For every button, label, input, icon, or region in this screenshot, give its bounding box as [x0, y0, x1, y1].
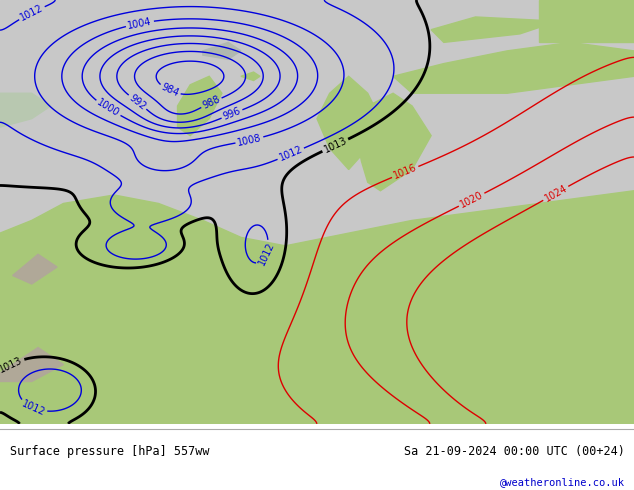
Text: 992: 992 [127, 92, 148, 112]
Polygon shape [0, 191, 634, 424]
Polygon shape [393, 43, 634, 93]
Polygon shape [203, 43, 241, 59]
Polygon shape [539, 0, 634, 43]
Polygon shape [0, 93, 51, 127]
Text: Sa 21-09-2024 00:00 UTC (00+24): Sa 21-09-2024 00:00 UTC (00+24) [404, 445, 624, 458]
Text: 1012: 1012 [20, 398, 47, 417]
Polygon shape [241, 72, 260, 80]
Text: 1024: 1024 [543, 183, 569, 204]
Polygon shape [178, 76, 222, 136]
Text: @weatheronline.co.uk: @weatheronline.co.uk [500, 477, 624, 487]
Text: 1013: 1013 [0, 355, 24, 374]
Text: Surface pressure [hPa] 557ww: Surface pressure [hPa] 557ww [10, 445, 209, 458]
Text: 1012: 1012 [256, 241, 276, 267]
Polygon shape [431, 17, 558, 43]
Text: 988: 988 [201, 94, 222, 111]
Text: 1016: 1016 [392, 163, 418, 181]
Text: 1013: 1013 [322, 136, 349, 155]
Text: 984: 984 [160, 82, 181, 99]
Polygon shape [0, 347, 63, 381]
Text: 1000: 1000 [95, 98, 121, 119]
Text: 1020: 1020 [458, 190, 485, 210]
Polygon shape [355, 93, 431, 191]
Text: 1012: 1012 [278, 145, 304, 163]
Polygon shape [317, 76, 380, 170]
Polygon shape [13, 254, 57, 284]
Text: 1008: 1008 [236, 133, 262, 147]
Text: 996: 996 [222, 106, 242, 122]
Text: 1004: 1004 [127, 16, 153, 31]
Text: 1012: 1012 [18, 3, 45, 23]
